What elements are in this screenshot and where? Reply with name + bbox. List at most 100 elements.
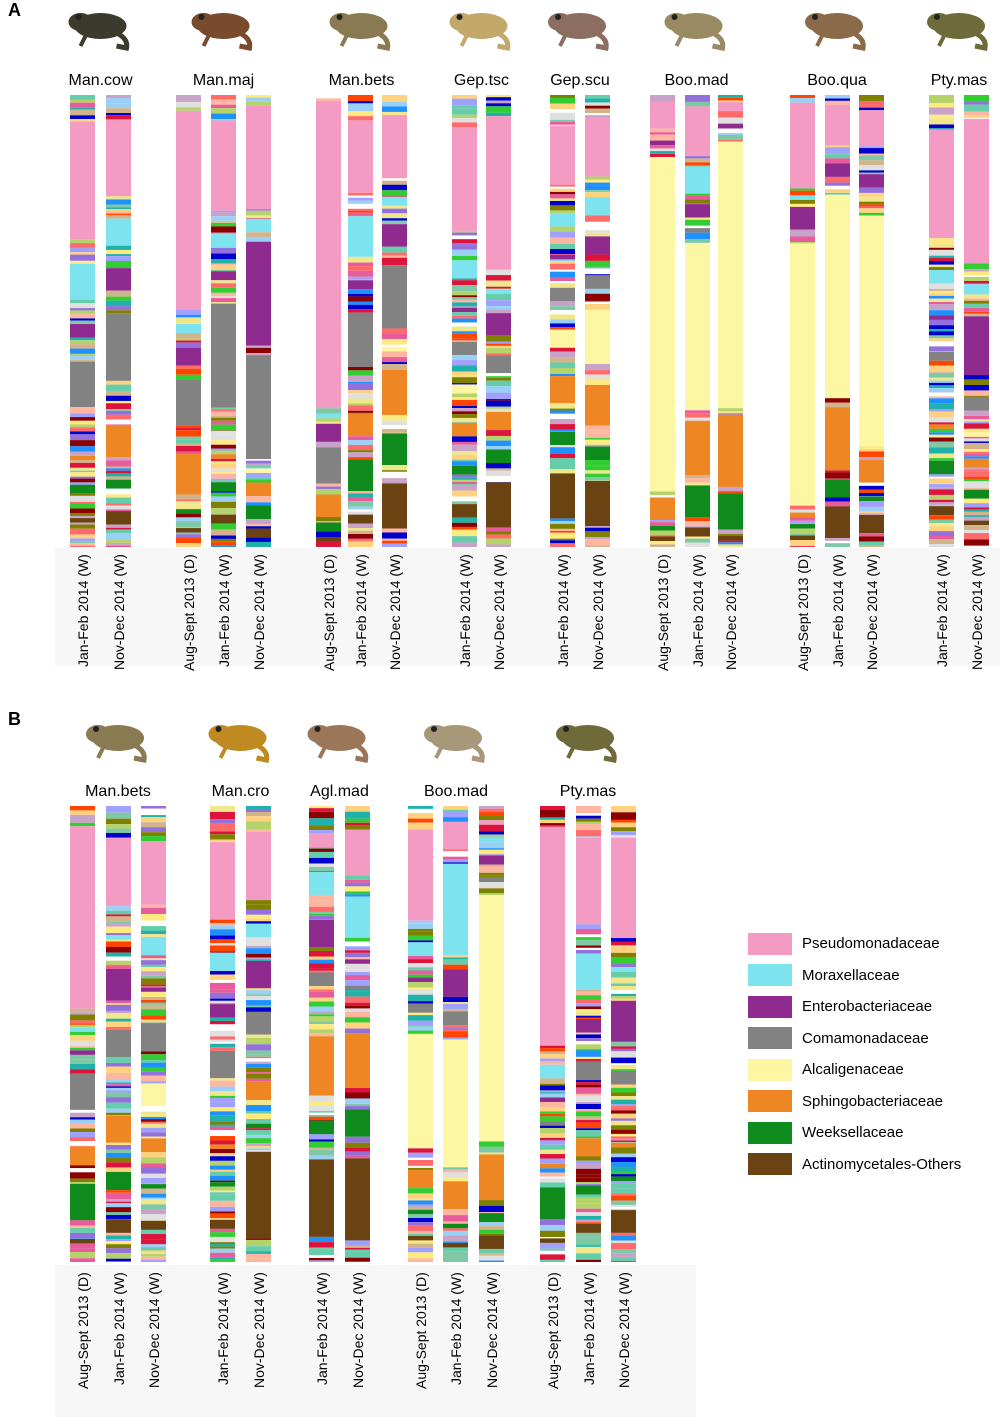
minor-taxon-segment [929, 523, 954, 527]
minor-taxon-segment [106, 95, 131, 98]
minor-taxon-segment [70, 427, 95, 432]
minor-taxon-segment [408, 935, 433, 941]
minor-taxon-segment [576, 940, 601, 946]
minor-taxon-segment [486, 380, 511, 387]
family-segment-weeksellaceae [790, 524, 815, 529]
minor-taxon-segment [443, 954, 468, 958]
minor-taxon-segment [141, 808, 166, 816]
minor-taxon-segment [685, 219, 710, 226]
minor-taxon-segment [348, 412, 373, 414]
family-segment-pseudomonadaceae [964, 118, 989, 264]
minor-taxon-segment [106, 524, 131, 528]
minor-taxon-segment [611, 1084, 636, 1088]
minor-taxon-segment [246, 806, 271, 810]
minor-taxon-segment [348, 304, 373, 310]
family-segment-enterobacteriaceae [309, 920, 334, 948]
minor-taxon-segment [550, 226, 575, 232]
minor-taxon-segment [246, 921, 271, 924]
minor-taxon-segment [345, 989, 370, 992]
minor-taxon-segment [211, 523, 236, 530]
minor-taxon-segment [964, 421, 989, 424]
minor-taxon-segment [550, 98, 575, 104]
minor-taxon-segment [585, 215, 610, 222]
minor-taxon-segment [106, 497, 131, 504]
minor-taxon-segment [964, 453, 989, 457]
minor-taxon-segment [246, 465, 271, 468]
minor-taxon-segment [611, 1104, 636, 1107]
minor-taxon-segment [246, 541, 271, 547]
minor-taxon-segment [540, 1236, 565, 1239]
minor-taxon-segment [408, 1193, 433, 1199]
minor-taxon-segment [309, 1247, 334, 1251]
minor-taxon-segment [540, 1125, 565, 1128]
minor-taxon-segment [210, 929, 235, 936]
minor-taxon-segment [106, 470, 131, 474]
minor-taxon-segment [479, 1229, 504, 1234]
minor-taxon-segment [348, 296, 373, 302]
minor-taxon-segment [718, 133, 743, 136]
minor-taxon-segment [70, 1119, 95, 1124]
minor-taxon-segment [382, 180, 407, 185]
minor-taxon-segment [576, 1174, 601, 1178]
family-segment-moraxellaceae [309, 872, 334, 895]
minor-taxon-segment [345, 875, 370, 880]
minor-taxon-segment [348, 210, 373, 213]
minor-taxon-segment [859, 148, 884, 154]
minor-taxon-segment [345, 1098, 370, 1104]
minor-taxon-segment [611, 986, 636, 991]
minor-taxon-segment [486, 353, 511, 356]
minor-taxon-segment [210, 1115, 235, 1122]
minor-taxon-segment [550, 408, 575, 411]
minor-taxon-segment [540, 1083, 565, 1086]
minor-taxon-segment [408, 967, 433, 971]
minor-taxon-segment [106, 1000, 131, 1004]
minor-taxon-segment [210, 811, 235, 820]
minor-taxon-segment [929, 360, 954, 366]
minor-taxon-segment [141, 996, 166, 1000]
minor-taxon-segment [106, 384, 131, 391]
minor-taxon-segment [718, 139, 743, 142]
minor-taxon-segment [585, 176, 610, 180]
family-segment-actinomycetales-others [309, 1159, 334, 1237]
minor-taxon-segment [576, 1215, 601, 1220]
minor-taxon-segment [210, 923, 235, 926]
minor-taxon-segment [550, 351, 575, 358]
minor-taxon-segment [345, 941, 370, 947]
minor-taxon-segment [211, 216, 236, 221]
minor-taxon-segment [825, 98, 850, 101]
minor-taxon-segment [576, 1208, 601, 1213]
minor-taxon-segment [408, 1188, 433, 1194]
family-segment-comamonadaceae [210, 1050, 235, 1079]
minor-taxon-segment [176, 425, 201, 429]
minor-taxon-segment [486, 468, 511, 471]
minor-taxon-segment [309, 911, 334, 914]
minor-taxon-segment [611, 1235, 636, 1241]
minor-taxon-segment [345, 971, 370, 976]
family-segment-moraxellaceae [576, 953, 601, 990]
sample-period-label: Nov-Dec 2014 (W) [589, 554, 606, 670]
family-segment-sphingobacteriaceae [585, 384, 610, 426]
minor-taxon-segment [345, 1142, 370, 1148]
minor-taxon-segment [576, 1041, 601, 1045]
family-segment-enterobacteriaceae [246, 960, 271, 989]
minor-taxon-segment [70, 1232, 95, 1239]
legend-item: Moraxellaceae [748, 960, 961, 992]
minor-taxon-segment [106, 933, 131, 936]
minor-taxon-segment [210, 1149, 235, 1154]
minor-taxon-segment [210, 1136, 235, 1141]
family-segment-pseudomonadaceae [309, 833, 334, 848]
minor-taxon-segment [929, 95, 954, 103]
family-segment-enterobacteriaceae [479, 855, 504, 865]
minor-taxon-segment [70, 515, 95, 519]
minor-taxon-segment [540, 1140, 565, 1145]
minor-taxon-segment [479, 815, 504, 821]
minor-taxon-segment [348, 493, 373, 497]
minor-taxon-segment [452, 441, 477, 445]
minor-taxon-segment [585, 266, 610, 269]
family-segment-actinomycetales-others [246, 528, 271, 538]
minor-taxon-segment [964, 481, 989, 488]
family-segment-actinomycetales-others [382, 483, 407, 529]
minor-taxon-segment [211, 501, 236, 509]
minor-taxon-segment [585, 430, 610, 434]
minor-taxon-segment [106, 113, 131, 116]
